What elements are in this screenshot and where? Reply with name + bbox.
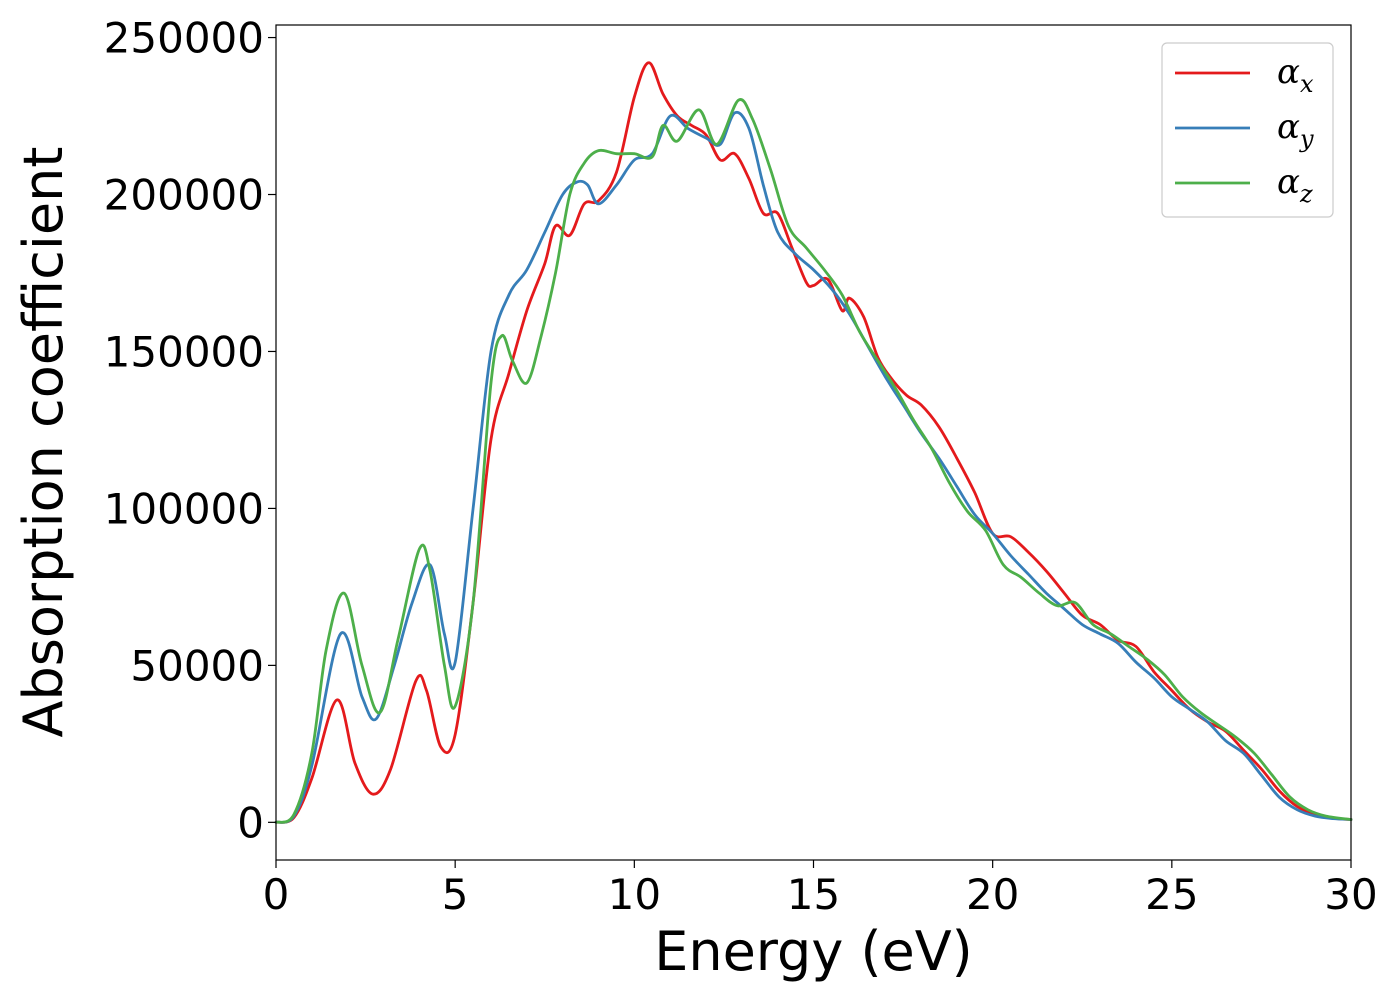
y-tick-label: 0 [237,798,264,847]
x-axis: 0 5 10 15 20 25 30 [263,860,1378,919]
y-tick-label: 200000 [104,171,264,220]
legend-box [1161,42,1334,218]
x-tick-label: 30 [1324,870,1377,919]
x-tick-label: 10 [608,870,661,919]
y-tick-label: 250000 [104,14,264,63]
y-tick-label: 150000 [104,327,264,376]
y-axis: 0 50000 100000 150000 200000 250000 [104,14,276,847]
y-tick-label: 50000 [130,641,264,690]
series-line-z [274,98,1353,824]
y-axis-title: Absorption coefficient [12,147,75,738]
x-tick-label: 20 [966,870,1019,919]
y-tick-label: 100000 [104,484,264,533]
x-tick-label: 5 [442,870,469,919]
x-tick-label: 25 [1145,870,1198,919]
x-tick-label: 0 [263,870,290,919]
x-axis-title: Energy (eV) [654,920,973,983]
x-tick-label: 15 [787,870,840,919]
series-layer [274,61,1353,824]
series-line-y [274,110,1353,824]
